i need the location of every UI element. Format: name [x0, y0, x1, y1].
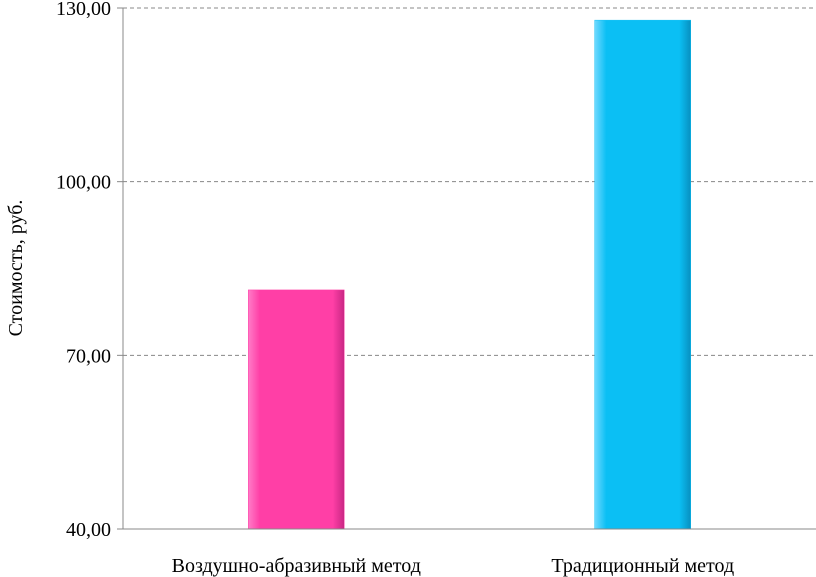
x-category-labels: Воздушно-абразивный метод Традиционный ме…: [172, 555, 735, 577]
bars: [248, 19, 691, 530]
bar-1: [248, 289, 345, 530]
gridlines: [123, 7, 816, 356]
x-category-label: Воздушно-абразивный метод: [172, 555, 421, 577]
y-tick-label: 100,00: [56, 172, 111, 194]
bar-2: [594, 19, 691, 530]
axes: [122, 8, 816, 530]
x-category-label: Традиционный метод: [551, 555, 734, 577]
y-tick-labels: 40,00 70,00 100,00 130,00: [56, 0, 123, 541]
y-tick-label: 40,00: [66, 519, 111, 541]
y-tick-label: 70,00: [66, 345, 111, 367]
y-axis-title: Стоимость, руб.: [5, 200, 27, 337]
y-tick-label: 130,00: [56, 0, 111, 20]
